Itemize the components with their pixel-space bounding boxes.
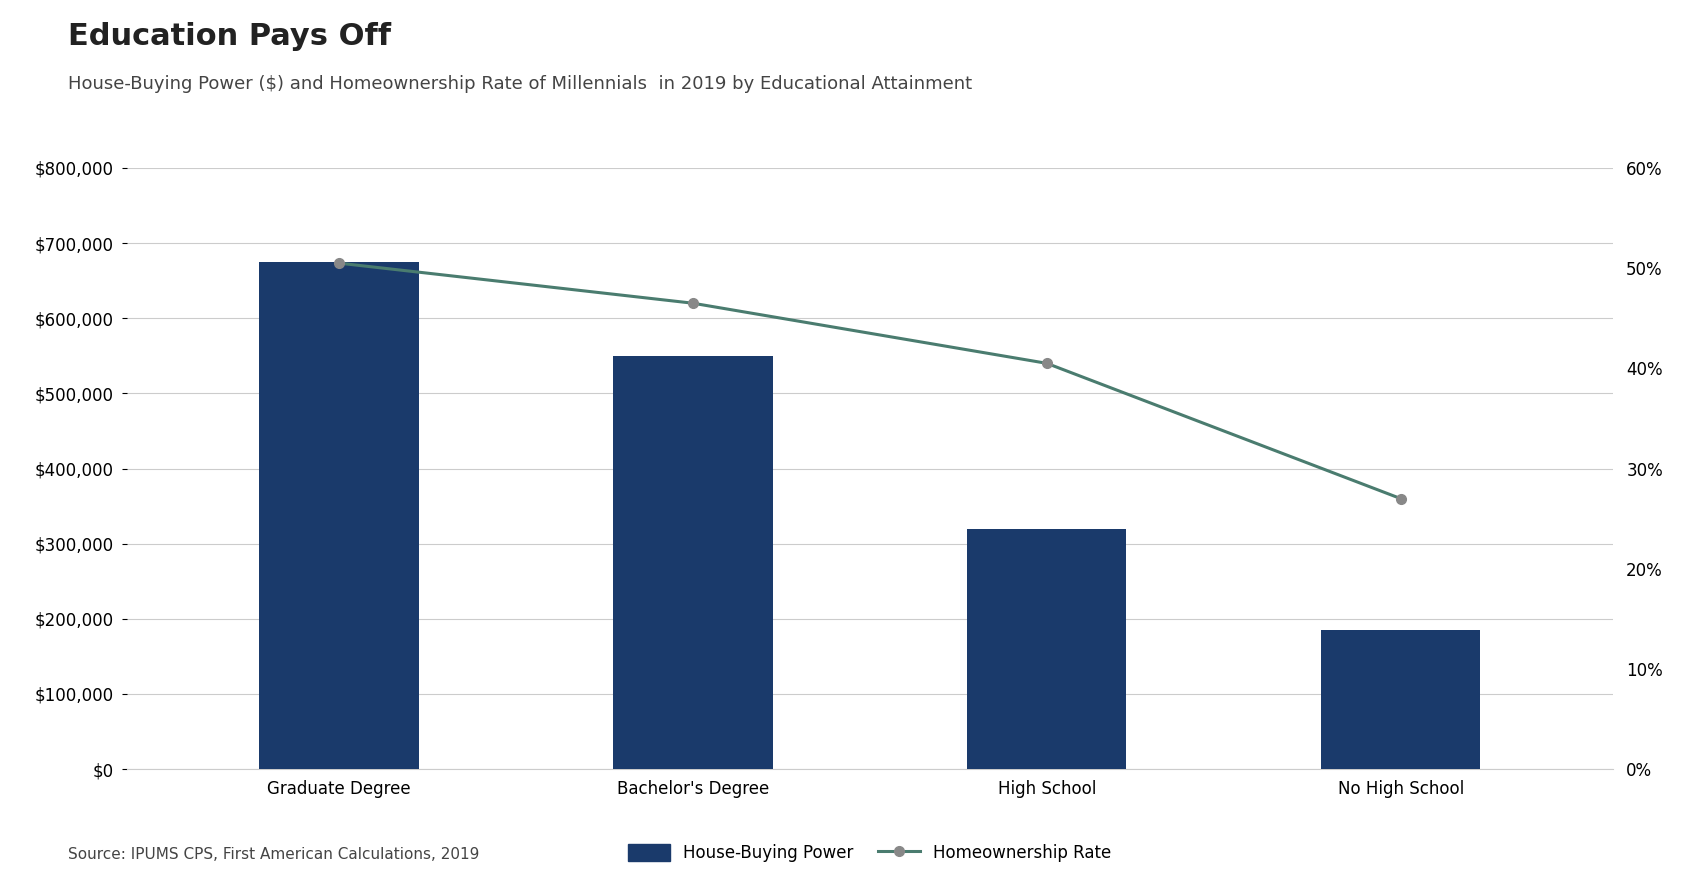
Bar	[613, 355, 772, 769]
Bar	[968, 529, 1127, 769]
Bar	[1321, 630, 1480, 769]
Text: House-Buying Power ($) and Homeownership Rate of Millennials  in 2019 by Educati: House-Buying Power ($) and Homeownership…	[68, 75, 971, 93]
Text: Source: IPUMS CPS, First American Calculations, 2019: Source: IPUMS CPS, First American Calcul…	[68, 847, 480, 862]
Text: Education Pays Off: Education Pays Off	[68, 22, 390, 51]
Bar	[260, 262, 419, 769]
Legend: House-Buying Power, Homeownership Rate: House-Buying Power, Homeownership Rate	[622, 837, 1118, 869]
